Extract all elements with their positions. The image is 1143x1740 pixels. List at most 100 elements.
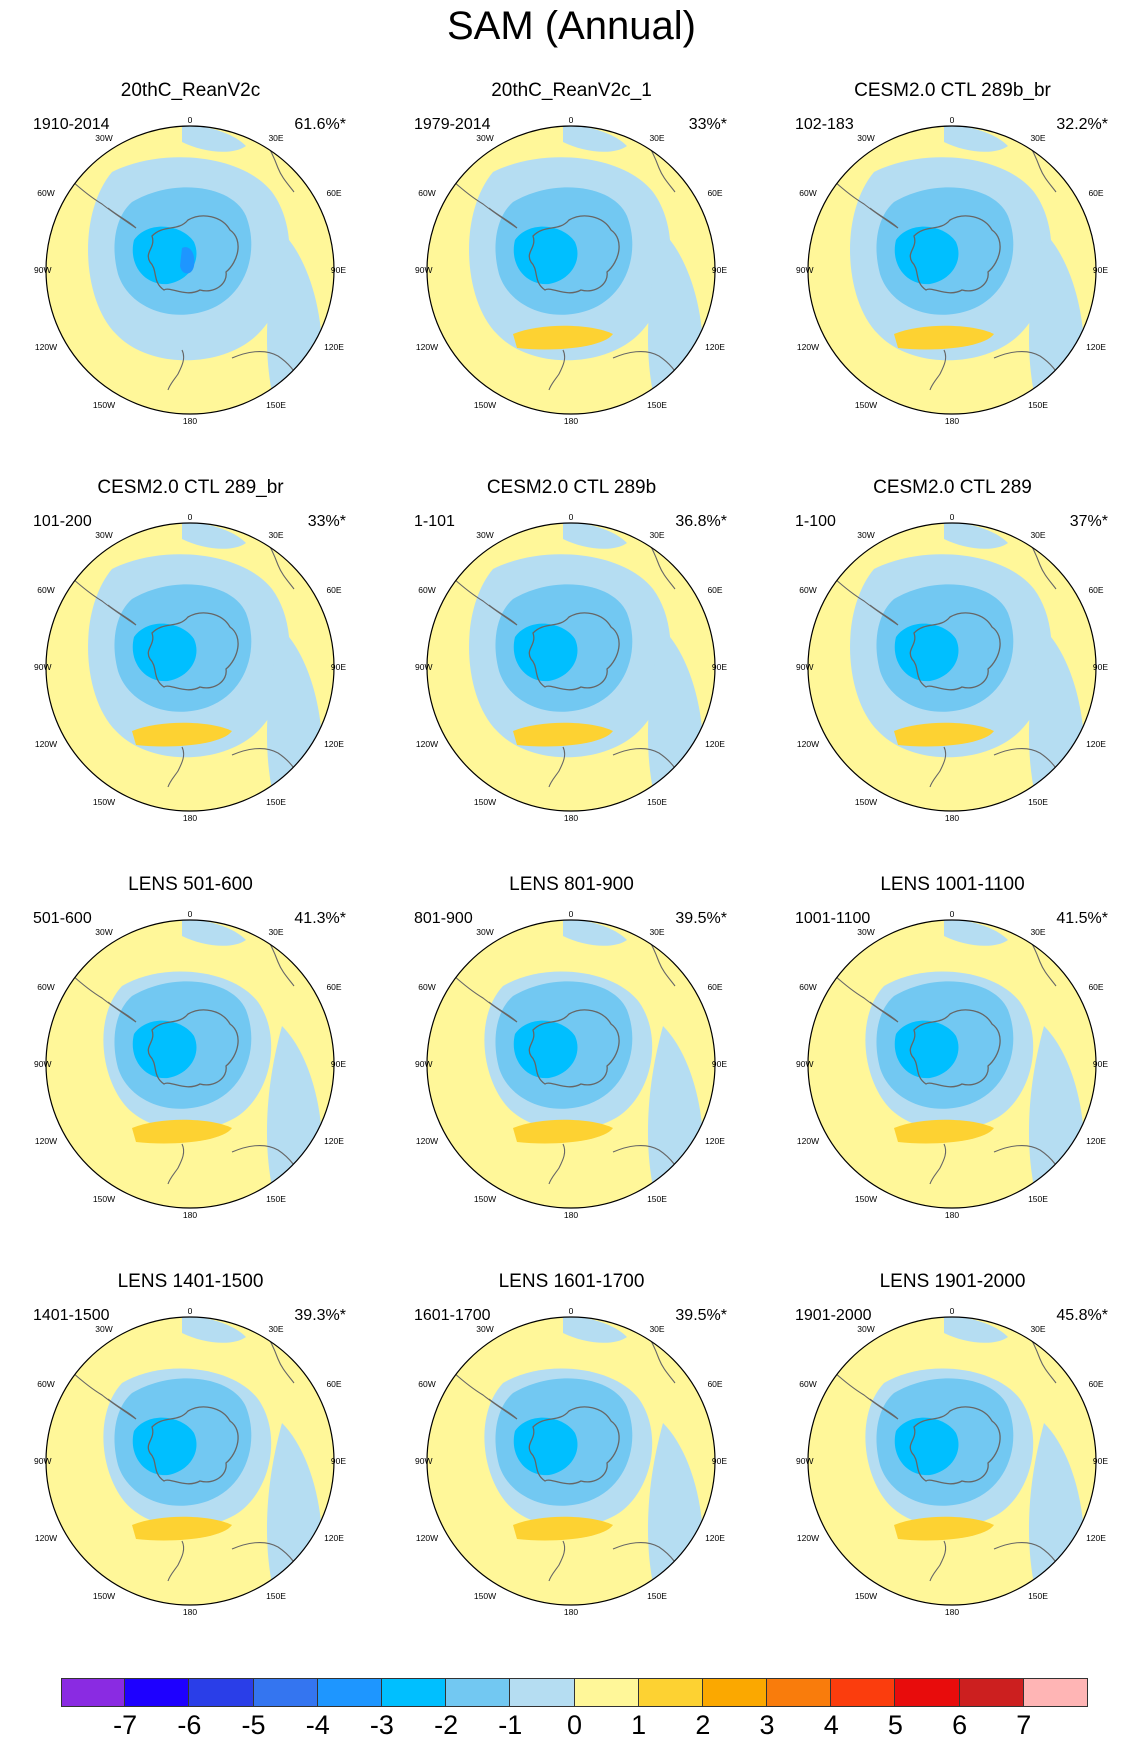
panel-variance: 32.2%* — [1056, 116, 1108, 133]
neg1-band-north — [563, 523, 627, 549]
lon-label-0: 0 — [188, 1306, 193, 1316]
map-panel: CESM2.0 CTL 289b_br 102-183 32.2%* 0 180 9… — [762, 0, 1143, 426]
colorbar-segment — [189, 1678, 254, 1707]
lon-label-30e: 30E — [649, 133, 664, 143]
lon-label-120w: 120W — [416, 1136, 438, 1146]
panel-years: 1979-2014 — [414, 116, 491, 133]
lon-label-180: 180 — [564, 1210, 578, 1220]
panel-variance: 33%* — [307, 513, 346, 530]
lon-label-0: 0 — [950, 115, 955, 125]
lon-label-60w: 60W — [418, 982, 435, 992]
panel-variance: 45.8%* — [1056, 1307, 1108, 1324]
lon-label-150w: 150W — [855, 797, 877, 807]
colorbar-segment — [702, 1678, 768, 1707]
polar-map: 0 180 90W 90E 30W 30E 60W 60E 120W 120E … — [34, 115, 346, 426]
colorbar-segment — [767, 1678, 832, 1707]
lon-label-60e: 60E — [326, 585, 341, 595]
lon-label-150w: 150W — [855, 400, 877, 410]
lon-label-120e: 120E — [705, 1136, 725, 1146]
lon-label-60w: 60W — [37, 1379, 54, 1389]
lon-label-90e: 90E — [712, 1456, 727, 1466]
antarctica-coastline — [147, 215, 239, 294]
antarctica-coastline — [528, 1009, 620, 1088]
panel-variance: 41.3%* — [294, 910, 346, 927]
colorbar-tick: 5 — [887, 1710, 903, 1740]
panel-variance: 41.5%* — [1056, 910, 1108, 927]
panel-variance: 39.3%* — [294, 1307, 346, 1324]
lon-label-0: 0 — [569, 1306, 574, 1316]
panel-title: LENS 1601-1700 — [498, 1271, 645, 1292]
colorbar-segment — [61, 1678, 126, 1707]
panel-years: 1401-1500 — [33, 1307, 110, 1324]
lon-label-180: 180 — [564, 416, 578, 426]
lon-label-30e: 30E — [1030, 133, 1045, 143]
lon-label-30e: 30E — [268, 927, 283, 937]
colorbar-segment — [959, 1678, 1024, 1707]
pos2-patch — [513, 325, 613, 350]
lon-label-120w: 120W — [35, 342, 57, 352]
map-panel: LENS 1901-2000 1901-2000 45.8%* 0 180 90W … — [762, 1191, 1143, 1617]
lon-label-90e: 90E — [331, 662, 346, 672]
lon-label-30w: 30W — [95, 530, 112, 540]
colorbar-tick: 1 — [631, 1710, 647, 1740]
panel-variance: 61.6%* — [294, 116, 346, 133]
lon-label-30w: 30W — [476, 927, 493, 937]
colorbar-tick: 7 — [1016, 1710, 1032, 1740]
lon-label-150e: 150E — [1028, 400, 1048, 410]
lon-label-60w: 60W — [418, 188, 435, 198]
antarctica-coastline — [147, 1406, 239, 1485]
panel-title: CESM2.0 CTL 289 — [873, 477, 1032, 498]
neg3-core — [132, 226, 197, 285]
lon-label-120w: 120W — [416, 342, 438, 352]
new-zealand-coastline — [167, 1143, 185, 1185]
panel-years: 1901-2000 — [795, 1307, 872, 1324]
neg1-band-north — [944, 126, 1008, 152]
lon-label-30e: 30E — [649, 530, 664, 540]
neg1-band-north — [182, 126, 246, 152]
pos2-patch — [513, 1119, 613, 1144]
polar-map: 0 180 90W 90E 30W 30E 60W 60E 120W 120E … — [796, 115, 1108, 426]
neg3-core — [894, 1020, 959, 1079]
lon-label-120w: 120W — [35, 1136, 57, 1146]
map-boundary — [45, 125, 335, 415]
lon-label-0: 0 — [188, 909, 193, 919]
lon-label-90w: 90W — [415, 662, 432, 672]
new-zealand-coastline — [929, 1540, 947, 1582]
lon-label-180: 180 — [945, 1607, 959, 1617]
neg3-core — [894, 1417, 959, 1476]
map-panel: LENS 1001-1100 1001-1100 41.5%* 0 180 90W … — [762, 794, 1143, 1220]
lon-label-30w: 30W — [95, 1324, 112, 1334]
panel-variance: 39.5%* — [675, 1307, 727, 1324]
lon-label-60e: 60E — [707, 982, 722, 992]
lon-label-60e: 60E — [326, 1379, 341, 1389]
colorbar-tick: -5 — [241, 1710, 266, 1740]
panel-years: 1601-1700 — [414, 1307, 491, 1324]
panel-title: CESM2.0 CTL 289b_br — [854, 80, 1051, 101]
polar-map: 0 180 90W 90E 30W 30E 60W 60E 120W 120E … — [796, 909, 1108, 1220]
lon-label-30w: 30W — [857, 927, 874, 937]
lon-label-0: 0 — [569, 909, 574, 919]
lon-label-120e: 120E — [705, 739, 725, 749]
lon-label-90e: 90E — [712, 265, 727, 275]
lon-label-150e: 150E — [1028, 797, 1048, 807]
lon-label-60w: 60W — [418, 1379, 435, 1389]
lon-label-60e: 60E — [326, 982, 341, 992]
lon-label-180: 180 — [183, 1210, 197, 1220]
neg3-core — [132, 1020, 197, 1079]
colorbar-tick: 4 — [823, 1710, 839, 1740]
colorbar-segment — [446, 1678, 511, 1707]
map-boundary — [426, 125, 716, 415]
panel-variance: 33%* — [688, 116, 727, 133]
lon-label-120w: 120W — [35, 1533, 57, 1543]
antarctica-coastline — [528, 215, 620, 294]
colorbar-segment — [574, 1678, 639, 1707]
colorbar-tick: -1 — [498, 1710, 523, 1740]
pos2-patch — [894, 325, 994, 350]
lon-label-90w: 90W — [796, 265, 813, 275]
antarctica-coastline — [147, 612, 239, 691]
polar-map: 0 180 90W 90E 30W 30E 60W 60E 120W 120E … — [415, 1306, 727, 1617]
neg3-core — [513, 1417, 578, 1476]
lon-label-120w: 120W — [797, 1136, 819, 1146]
lon-label-60w: 60W — [37, 188, 54, 198]
colorbar-frame — [61, 1678, 1088, 1707]
